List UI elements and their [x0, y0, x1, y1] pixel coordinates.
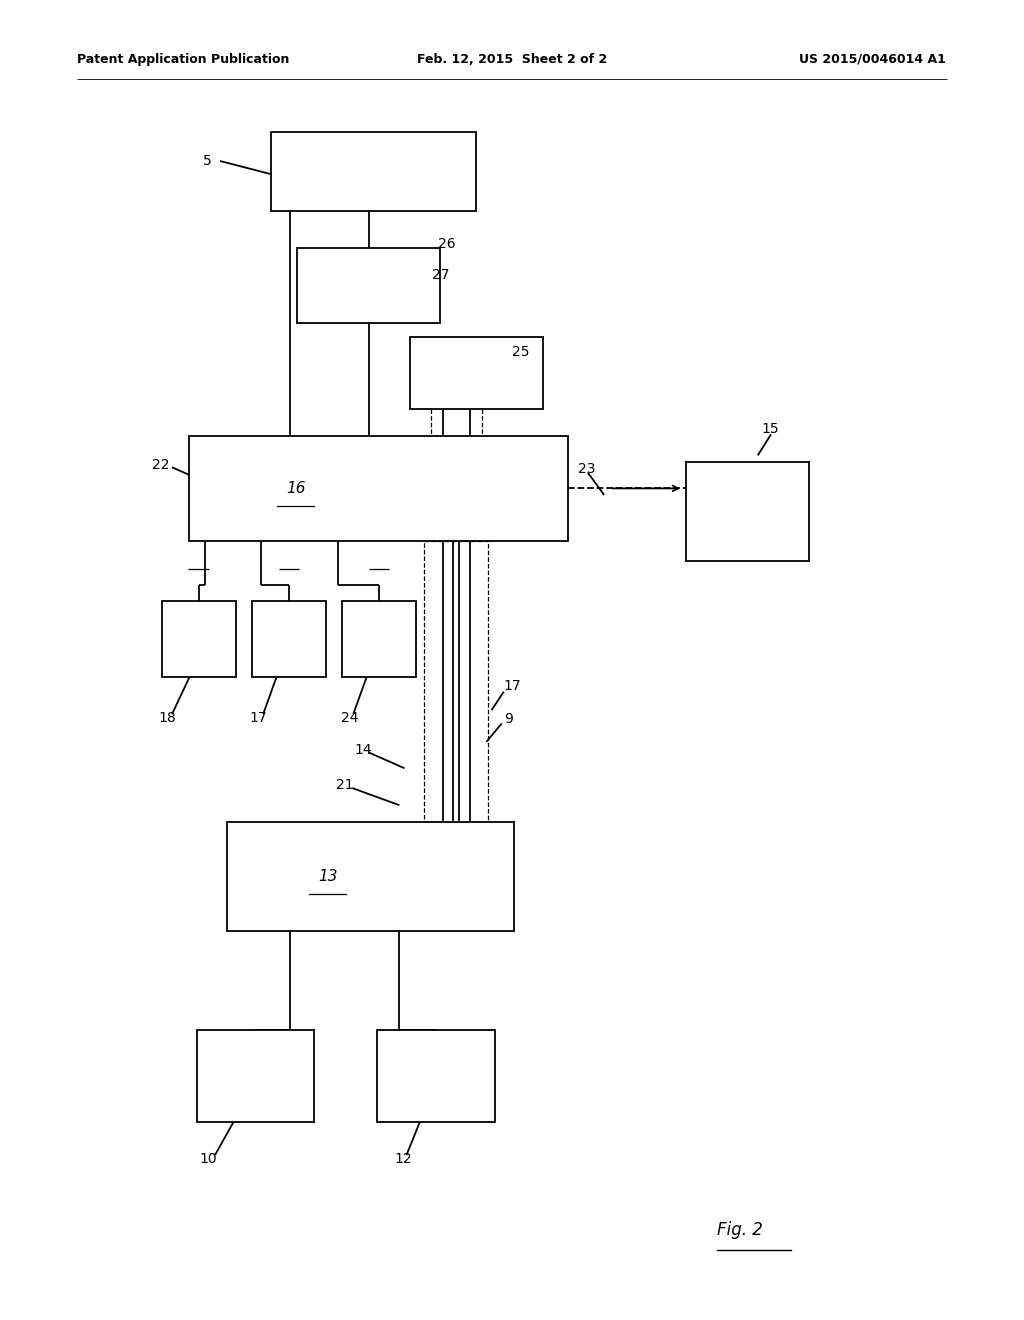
Text: Patent Application Publication: Patent Application Publication	[77, 53, 289, 66]
Bar	[189, 436, 568, 541]
Text: 27: 27	[432, 268, 450, 281]
Text: 10: 10	[200, 1152, 217, 1166]
Bar	[377, 1030, 495, 1122]
Bar	[227, 822, 514, 931]
Text: 14: 14	[354, 743, 372, 756]
Text: 18: 18	[159, 711, 176, 725]
Bar	[686, 462, 809, 561]
Bar	[297, 248, 440, 323]
Text: 16: 16	[286, 480, 305, 496]
Text: 17: 17	[250, 711, 267, 725]
Bar	[424, 541, 488, 822]
Bar	[410, 337, 543, 409]
Text: 22: 22	[152, 458, 169, 471]
Text: Fig. 2: Fig. 2	[717, 1221, 763, 1239]
Text: US 2015/0046014 A1: US 2015/0046014 A1	[799, 53, 945, 66]
Bar	[162, 601, 236, 677]
Text: 13: 13	[317, 869, 338, 884]
Text: 5: 5	[203, 154, 212, 168]
Text: 25: 25	[512, 346, 529, 359]
Bar	[271, 132, 476, 211]
Text: 9: 9	[504, 713, 513, 726]
Text: Feb. 12, 2015  Sheet 2 of 2: Feb. 12, 2015 Sheet 2 of 2	[417, 53, 607, 66]
Text: 21: 21	[336, 779, 353, 792]
Text: 26: 26	[438, 238, 456, 251]
Text: 15: 15	[762, 422, 779, 436]
Text: 23: 23	[578, 462, 595, 475]
Bar	[342, 601, 416, 677]
Text: 17: 17	[504, 680, 521, 693]
Bar	[197, 1030, 314, 1122]
Bar	[252, 601, 326, 677]
Text: 24: 24	[341, 711, 358, 725]
Text: 12: 12	[394, 1152, 412, 1166]
